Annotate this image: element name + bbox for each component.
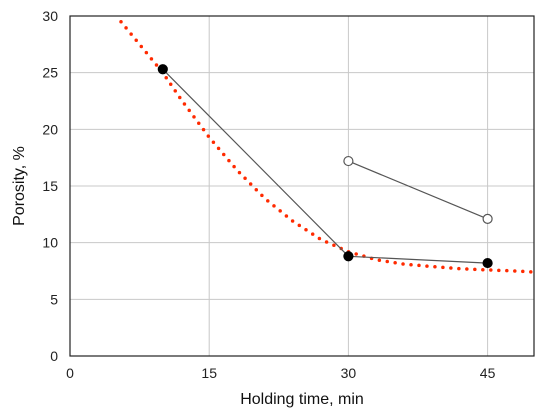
x-tick-label: 0 [66, 365, 74, 381]
y-tick-labels: 0 5 10 15 20 25 30 [42, 8, 58, 364]
series-1 [157, 64, 493, 269]
y-tick-label: 30 [42, 8, 58, 24]
data-point [343, 155, 354, 167]
series-2 [343, 155, 493, 224]
data-point [482, 213, 493, 224]
series-layer [157, 64, 493, 269]
y-tick-label: 25 [42, 65, 58, 81]
y-tick-label: 0 [50, 348, 58, 364]
y-tick-label: 10 [42, 235, 58, 251]
y-axis-title: Porosity, % [11, 146, 28, 226]
x-tick-label: 45 [480, 365, 496, 381]
data-point [343, 251, 354, 262]
data-point [157, 64, 168, 75]
series-line [348, 160, 488, 220]
y-tick-label: 20 [42, 121, 58, 137]
x-tick-labels: 0 15 30 45 [66, 365, 495, 381]
grid-lines [70, 16, 534, 356]
x-axis-title: Holding time, min [240, 391, 364, 408]
x-tick-label: 15 [201, 365, 217, 381]
y-tick-label: 5 [50, 291, 58, 307]
trendline [119, 19, 536, 274]
series-line [162, 68, 488, 264]
plot-frame [69, 15, 535, 357]
y-tick-label: 15 [42, 178, 58, 194]
trendline-layer [119, 19, 536, 274]
data-point [482, 257, 493, 269]
x-tick-label: 30 [341, 365, 357, 381]
